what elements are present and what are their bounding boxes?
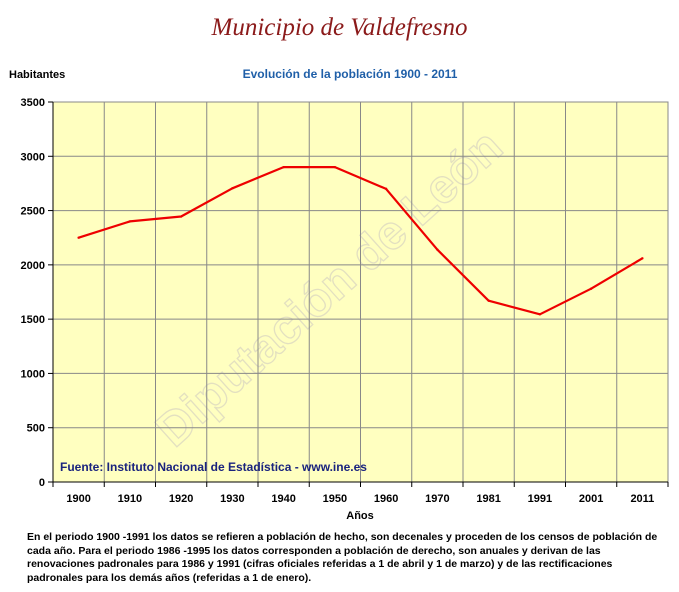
x-tick-label: 1970 — [425, 493, 449, 505]
data-point — [436, 248, 439, 251]
y-tick-label: 1500 — [21, 314, 45, 326]
y-tick-label: 500 — [27, 423, 45, 435]
grid-lines — [48, 101, 669, 487]
source-note: Fuente: Instituto Nacional de Estadístic… — [60, 460, 367, 474]
data-point — [333, 165, 337, 169]
data-point — [487, 299, 490, 302]
chart-title: Evolución de la población 1900 - 2011 — [242, 67, 458, 81]
x-tick-label: 2001 — [579, 493, 603, 505]
x-tick-label: 2011 — [630, 493, 654, 505]
data-point — [179, 215, 183, 218]
y-tick-label: 1000 — [21, 368, 45, 380]
data-point — [231, 187, 234, 190]
data-point — [384, 187, 388, 191]
data-point — [282, 165, 285, 169]
x-tick-label: 1910 — [118, 493, 142, 505]
x-tick-label: 1920 — [169, 493, 193, 505]
y-tick-labels: 0 500 1000 1500 2000 2500 3000 3500 — [21, 97, 45, 489]
series-line — [78, 166, 643, 316]
x-tick-label: 1950 — [323, 493, 347, 505]
data-points — [77, 165, 644, 316]
data-point — [641, 257, 644, 260]
data-point — [538, 313, 542, 316]
x-tick-label: 1960 — [374, 493, 398, 505]
x-tick-label: 1981 — [476, 493, 500, 505]
data-point — [77, 236, 80, 239]
y-tick-label: 3500 — [21, 97, 45, 109]
x-tick-labels: 1900 1910 1920 1930 1940 1950 1960 1970 1981 1991… — [66, 493, 654, 505]
y-tick-label: 2500 — [21, 206, 45, 218]
x-tick-label: 1900 — [66, 493, 90, 505]
x-tick-label: 1930 — [220, 493, 244, 505]
y-axis-label: Habitantes — [9, 69, 66, 81]
footnote: En el periodo 1900 -1991 los datos se re… — [27, 531, 658, 584]
y-tick-label: 0 — [39, 477, 45, 489]
data-point — [128, 220, 132, 223]
y-tick-label: 3000 — [21, 151, 45, 163]
x-tick-label: 1991 — [528, 493, 552, 505]
x-axis-label: Años — [346, 510, 374, 522]
data-point — [589, 287, 593, 290]
y-tick-label: 2000 — [21, 260, 45, 272]
axes — [52, 102, 668, 483]
x-tick-label: 1940 — [271, 493, 295, 505]
page-title: Municipio de Valdefresno — [211, 14, 468, 41]
